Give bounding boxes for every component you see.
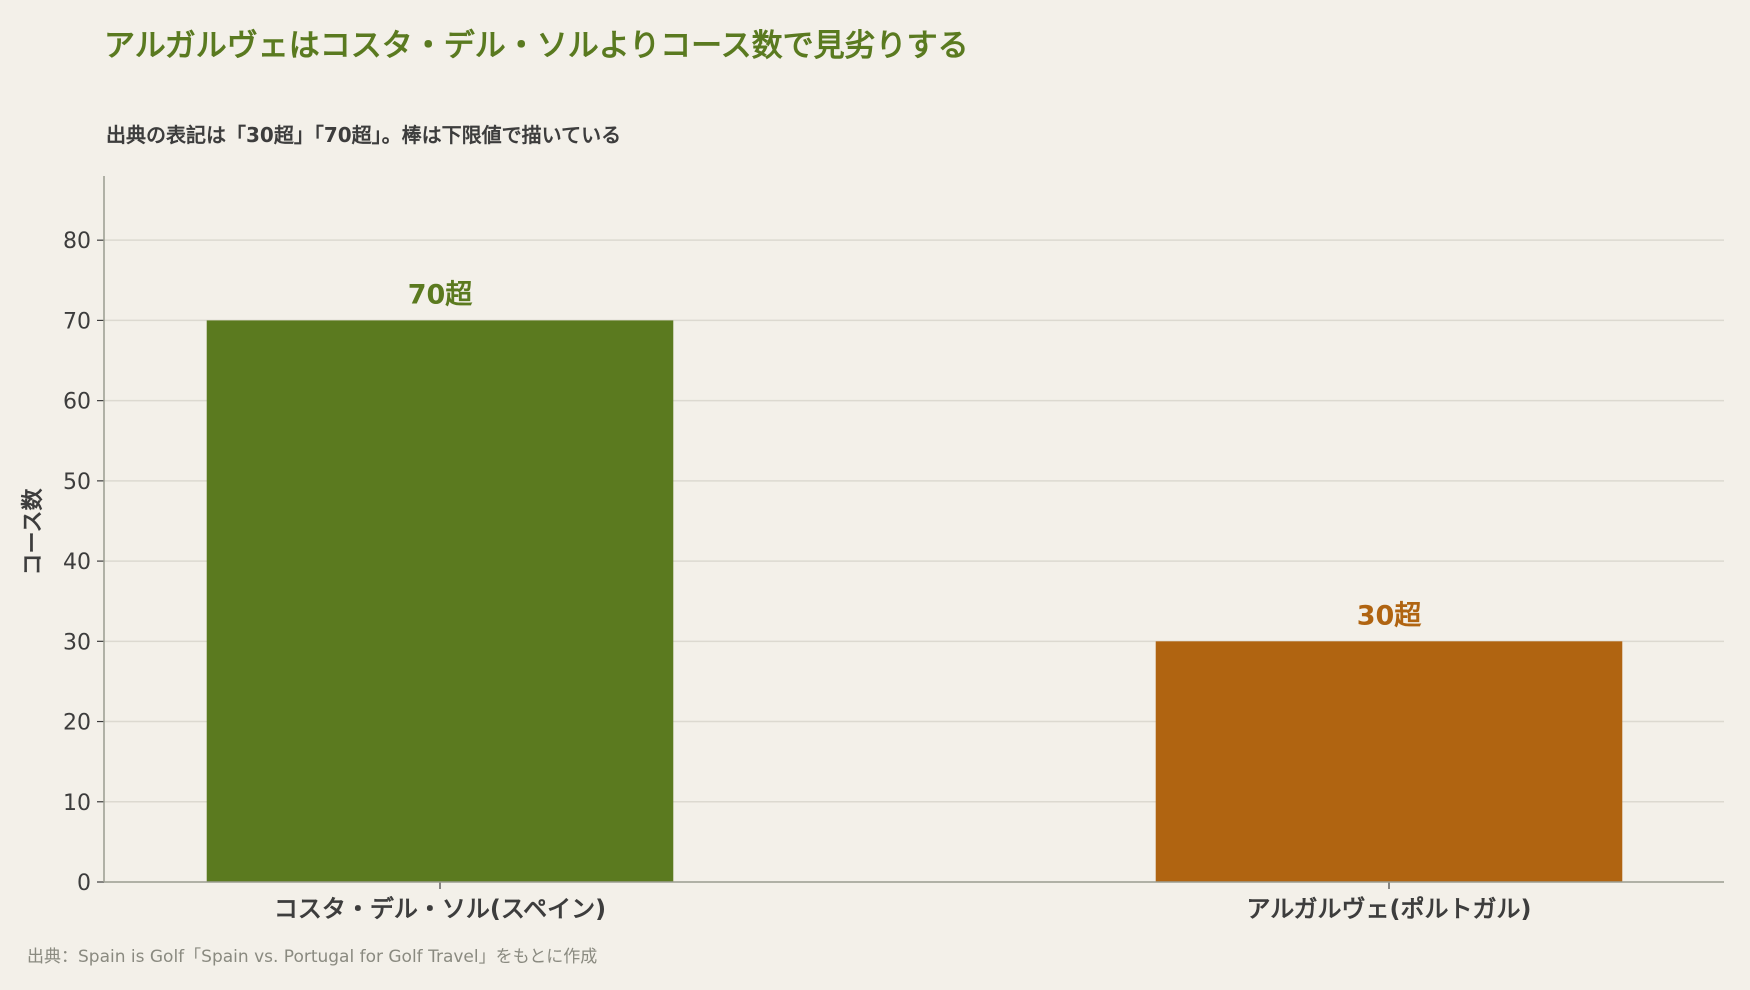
- bar-1: [206, 320, 674, 883]
- chart-subtitle: 出典の表記は「30超」「70超」。棒は下限値で描いている: [106, 123, 622, 147]
- y-tick-label-30: 30: [63, 630, 91, 655]
- y-axis-label: コース数: [20, 488, 46, 576]
- y-tick-label-20: 20: [63, 711, 91, 736]
- y-tick-label-60: 60: [63, 390, 91, 415]
- y-tick-label-10: 10: [63, 791, 91, 816]
- bar-2: [1155, 641, 1623, 882]
- source-note: 出典：Spain is Golf「Spain vs. Portugal for …: [27, 947, 598, 967]
- y-tick-label-0: 0: [77, 871, 91, 896]
- bars: [206, 320, 1623, 883]
- axes: [97, 176, 1724, 889]
- chart-title: アルガルヴェはコスタ・デル・ソルよりコース数で見劣りする: [104, 28, 969, 64]
- value-label-1: 70超: [408, 279, 474, 310]
- y-tick-label-40: 40: [63, 550, 91, 575]
- y-tick-label-70: 70: [63, 309, 91, 334]
- value-label-2: 30超: [1357, 600, 1423, 631]
- category-label-2: アルガルヴェ(ポルトガル): [1247, 895, 1532, 923]
- y-tick-label-80: 80: [63, 229, 91, 254]
- y-tick-label-50: 50: [63, 470, 91, 495]
- category-label-1: コスタ・デル・ソル(スペイン): [274, 895, 606, 923]
